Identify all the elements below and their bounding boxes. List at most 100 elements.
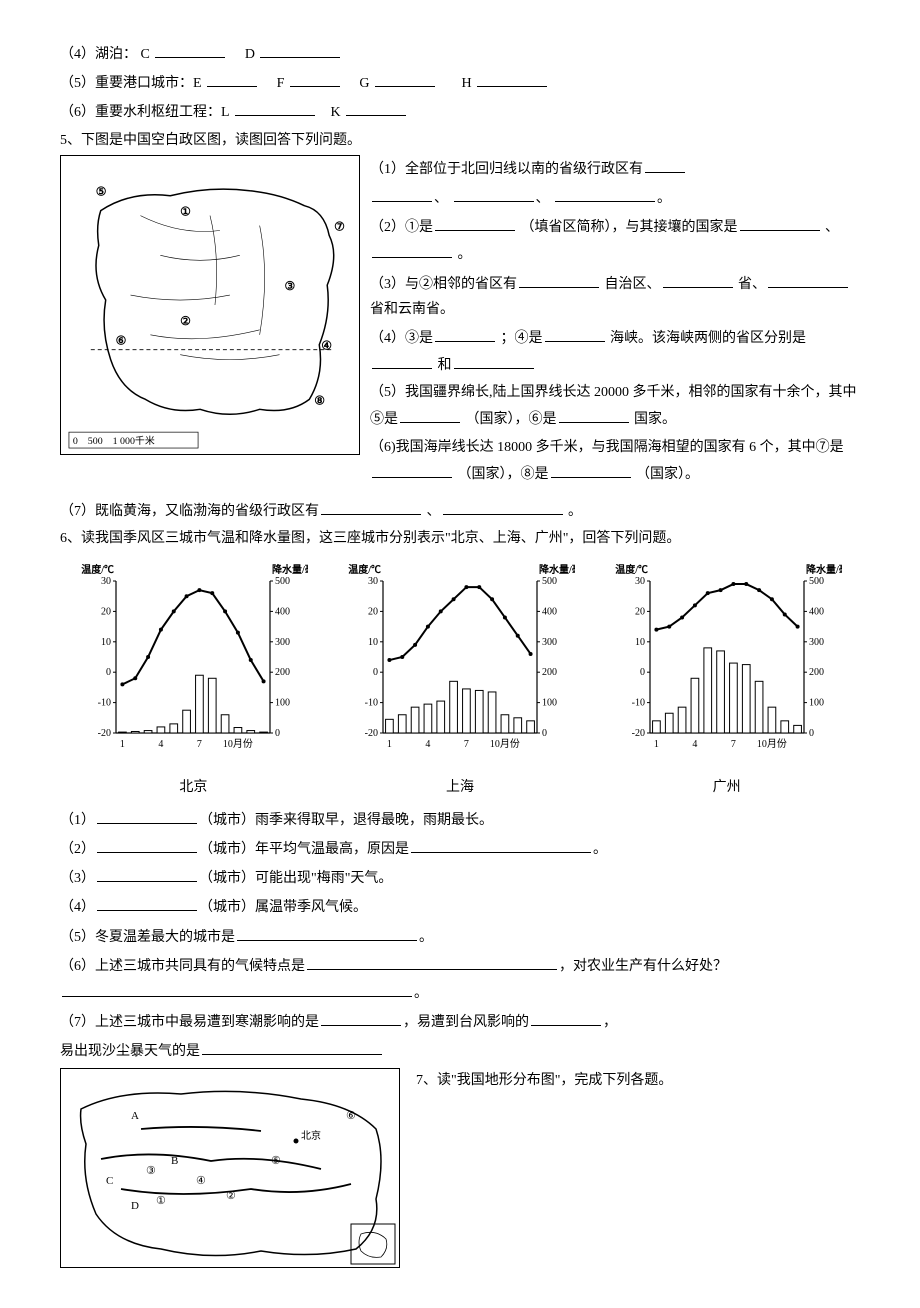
map-label-3: ③ (285, 279, 296, 293)
blank-6-4[interactable] (97, 893, 197, 911)
china-map-container: 0 500 1 000千米 ①②③④⑤⑥⑦⑧ (60, 155, 360, 489)
svg-text:400: 400 (809, 607, 824, 618)
blank-5-3-2[interactable] (663, 270, 733, 288)
climate-chart-beijing: 温度/℃降水量/毫米3020100-10-2050040030020010001… (78, 561, 308, 761)
svg-text:500: 500 (275, 576, 290, 587)
blank-5-6-1[interactable] (372, 460, 452, 478)
terrain-4: ④ (196, 1175, 206, 1187)
map-label-4: ④ (321, 338, 332, 352)
q5port-g: G (359, 76, 369, 91)
q6-7b: ，易遭到台风影响的 (403, 1015, 529, 1030)
svg-text:100: 100 (275, 698, 290, 709)
q6hyd-line: （6）重要水利枢纽工程：L K (60, 98, 860, 125)
blank-5-5-1[interactable] (400, 405, 460, 423)
blank-5-7-2[interactable] (443, 497, 563, 515)
q6-7a: （7）上述三城市中最易遭到寒潮影响的是 (60, 1015, 319, 1030)
blank-hyd-l[interactable] (235, 98, 315, 116)
blank-5-7-1[interactable] (321, 497, 421, 515)
blank-5-2-1[interactable] (435, 213, 515, 231)
q5-7c: 。 (568, 504, 582, 519)
beijing-label: 北京 (301, 1129, 321, 1142)
blank-port-e[interactable] (207, 69, 257, 87)
svg-text:30: 30 (368, 576, 378, 587)
svg-text:100: 100 (809, 698, 824, 709)
terrain-B: B (171, 1155, 178, 1167)
q5-text-block: （1）全部位于北回归线以南的省级行政区有 、 、 。 （2）①是 （填省区简称）… (370, 155, 860, 489)
blank-5-4-3[interactable] (372, 351, 432, 369)
svg-text:温度/℃: 温度/℃ (348, 563, 381, 576)
q6-5a: （5）冬夏温差最大的城市是 (60, 930, 235, 945)
blank-hyd-k[interactable] (346, 98, 406, 116)
blank-6-7-3[interactable] (202, 1037, 382, 1055)
q5port-line: （5）重要港口城市：E F G H (60, 69, 860, 96)
svg-text:10月份: 10月份 (757, 738, 787, 750)
q5-container: 0 500 1 000千米 ①②③④⑤⑥⑦⑧ （1）全部位于北回归线以南的省级行… (60, 155, 860, 489)
q6-1a: （1） (60, 813, 95, 828)
blank-5-1-0[interactable] (645, 155, 685, 173)
svg-text:降水量/毫米: 降水量/毫米 (539, 563, 575, 576)
svg-text:20: 20 (368, 607, 378, 618)
blank-5-1-2[interactable] (454, 184, 534, 202)
blank-6-7-1[interactable] (321, 1008, 401, 1026)
blank-6-2-1[interactable] (97, 835, 197, 853)
q7-intro: 7、读"我国地形分布图"，完成下列各题。 (416, 1068, 860, 1093)
blank-q4-c[interactable] (155, 40, 225, 58)
q5-7b: 、 (427, 504, 441, 519)
blank-port-h[interactable] (477, 69, 547, 87)
terrain-6: ⑥ (346, 1110, 356, 1122)
blank-5-1-3[interactable] (555, 184, 655, 202)
svg-text:1: 1 (120, 739, 125, 750)
q6-4a: （4） (60, 900, 95, 915)
q5-7a: （7）既临黄海，又临渤海的省级行政区有 (60, 504, 319, 519)
chart-label-shanghai: 上海 (327, 775, 594, 800)
blank-port-g[interactable] (375, 69, 435, 87)
blank-6-6-1[interactable] (307, 952, 557, 970)
q6-3b: （城市）可能出现"梅雨"天气。 (199, 871, 392, 886)
blank-6-6-2[interactable] (62, 979, 412, 997)
scale-text: 0 500 1 000千米 (73, 434, 155, 447)
q5-3d: 省和云南省。 (370, 302, 454, 317)
terrain-map-svg: 北京 A B C D ① ② ③ ④ ⑤ ⑥ (61, 1069, 401, 1269)
svg-text:0: 0 (275, 728, 280, 739)
q5port-h: H (461, 76, 471, 91)
blank-5-2-3[interactable] (372, 240, 452, 258)
q5port-f: F (277, 76, 285, 91)
q5-2c: 、 (825, 220, 839, 235)
svg-text:30: 30 (635, 576, 645, 587)
svg-text:400: 400 (275, 607, 290, 618)
q6-6a: （6）上述三城市共同具有的气候特点是 (60, 959, 305, 974)
q6hyd-k: K (331, 105, 341, 120)
blank-5-4-1[interactable] (435, 324, 495, 342)
svg-text:500: 500 (809, 576, 824, 587)
q5-intro: 5、下图是中国空白政区图，读图回答下列问题。 (60, 128, 860, 153)
svg-text:10: 10 (368, 637, 378, 648)
blank-5-5-2[interactable] (559, 405, 629, 423)
blank-5-6-2[interactable] (551, 460, 631, 478)
blank-5-4-2[interactable] (545, 324, 605, 342)
q7-container: 北京 A B C D ① ② ③ ④ ⑤ ⑥ 7、读"我国地形分布图"，完成下列… (60, 1068, 860, 1268)
q6-3a: （3） (60, 871, 95, 886)
blank-5-1-1[interactable] (372, 184, 432, 202)
blank-port-f[interactable] (290, 69, 340, 87)
blank-6-3[interactable] (97, 864, 197, 882)
blank-6-1[interactable] (97, 806, 197, 824)
svg-text:-20: -20 (98, 728, 111, 739)
blank-6-5[interactable] (237, 923, 417, 941)
blank-6-7-2[interactable] (531, 1008, 601, 1026)
blank-q4-d[interactable] (260, 40, 340, 58)
blank-5-4-4[interactable] (454, 351, 534, 369)
climate-chart-shanghai: 温度/℃降水量/毫米3020100-10-2050040030020010001… (345, 561, 575, 761)
terrain-map-frame: 北京 A B C D ① ② ③ ④ ⑤ ⑥ (60, 1068, 400, 1268)
svg-text:10: 10 (101, 637, 111, 648)
map-label-8: ⑧ (314, 393, 325, 407)
q5-6a: （6)我国海岸线长达 18000 多千米，与我国隔海相望的国家有 6 个，其中⑦… (370, 440, 844, 455)
svg-text:0: 0 (640, 668, 645, 679)
q6-2c: 。 (593, 842, 607, 857)
chart-label-guangzhou: 广州 (593, 775, 860, 800)
blank-6-2-2[interactable] (411, 835, 591, 853)
blank-5-2-2[interactable] (740, 213, 820, 231)
blank-5-3-1[interactable] (519, 270, 599, 288)
svg-text:温度/℃: 温度/℃ (615, 563, 648, 576)
svg-text:400: 400 (542, 607, 557, 618)
blank-5-3-3[interactable] (768, 270, 848, 288)
